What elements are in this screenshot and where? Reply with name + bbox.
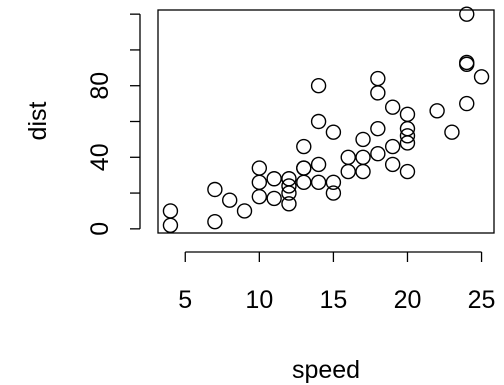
data-point [429, 103, 445, 119]
data-point [399, 163, 416, 180]
data-point [355, 163, 371, 180]
data-point [251, 174, 268, 191]
data-point [266, 171, 282, 187]
data-point [384, 99, 401, 115]
data-point [384, 156, 401, 173]
data-point [459, 6, 475, 22]
data-point [281, 178, 297, 194]
data-point [399, 106, 416, 123]
x-tick-label: 15 [320, 286, 348, 314]
data-point [384, 138, 401, 155]
data-point [310, 113, 327, 130]
data-point [296, 138, 312, 155]
data-point [281, 171, 297, 187]
data-point [370, 85, 386, 101]
data-point [310, 78, 327, 94]
data-point [459, 95, 475, 112]
data-point [370, 70, 386, 87]
data-point [340, 163, 356, 180]
data-point [296, 160, 312, 176]
x-axis: 5 10 15 20 25 [178, 251, 496, 314]
data-point [340, 149, 356, 165]
data-point [221, 192, 238, 208]
x-tick-label: 20 [394, 286, 422, 314]
x-tick-label: 10 [245, 286, 273, 314]
x-tick-label: 25 [468, 286, 496, 314]
data-point [325, 185, 342, 201]
data-point [162, 217, 179, 233]
y-axis: 0 40 80 [86, 13, 141, 236]
x-tick-label: 5 [178, 286, 192, 314]
plot-box [157, 9, 495, 234]
data-point [370, 145, 386, 162]
data-point [236, 203, 253, 219]
data-point [207, 213, 223, 230]
data-point [281, 196, 297, 212]
data-point [399, 128, 416, 144]
data-point [251, 160, 268, 176]
data-point [266, 190, 282, 207]
data-point [310, 174, 327, 191]
data-point [355, 149, 371, 165]
x-axis-title: speed [292, 356, 360, 384]
y-tick-label: 80 [86, 72, 114, 100]
data-point [459, 54, 475, 71]
data-point [325, 174, 342, 191]
data-point [310, 156, 327, 173]
data-point [207, 181, 223, 198]
y-tick-label: 0 [86, 222, 114, 236]
data-points [162, 6, 490, 233]
data-point [473, 69, 490, 85]
data-point [444, 124, 460, 140]
data-point [251, 188, 268, 205]
y-tick-label: 40 [86, 143, 114, 171]
data-point [162, 203, 179, 219]
data-point [355, 131, 371, 148]
data-point [370, 120, 386, 137]
data-point [325, 124, 342, 140]
y-axis-title: dist [24, 101, 52, 140]
data-point [296, 174, 312, 191]
